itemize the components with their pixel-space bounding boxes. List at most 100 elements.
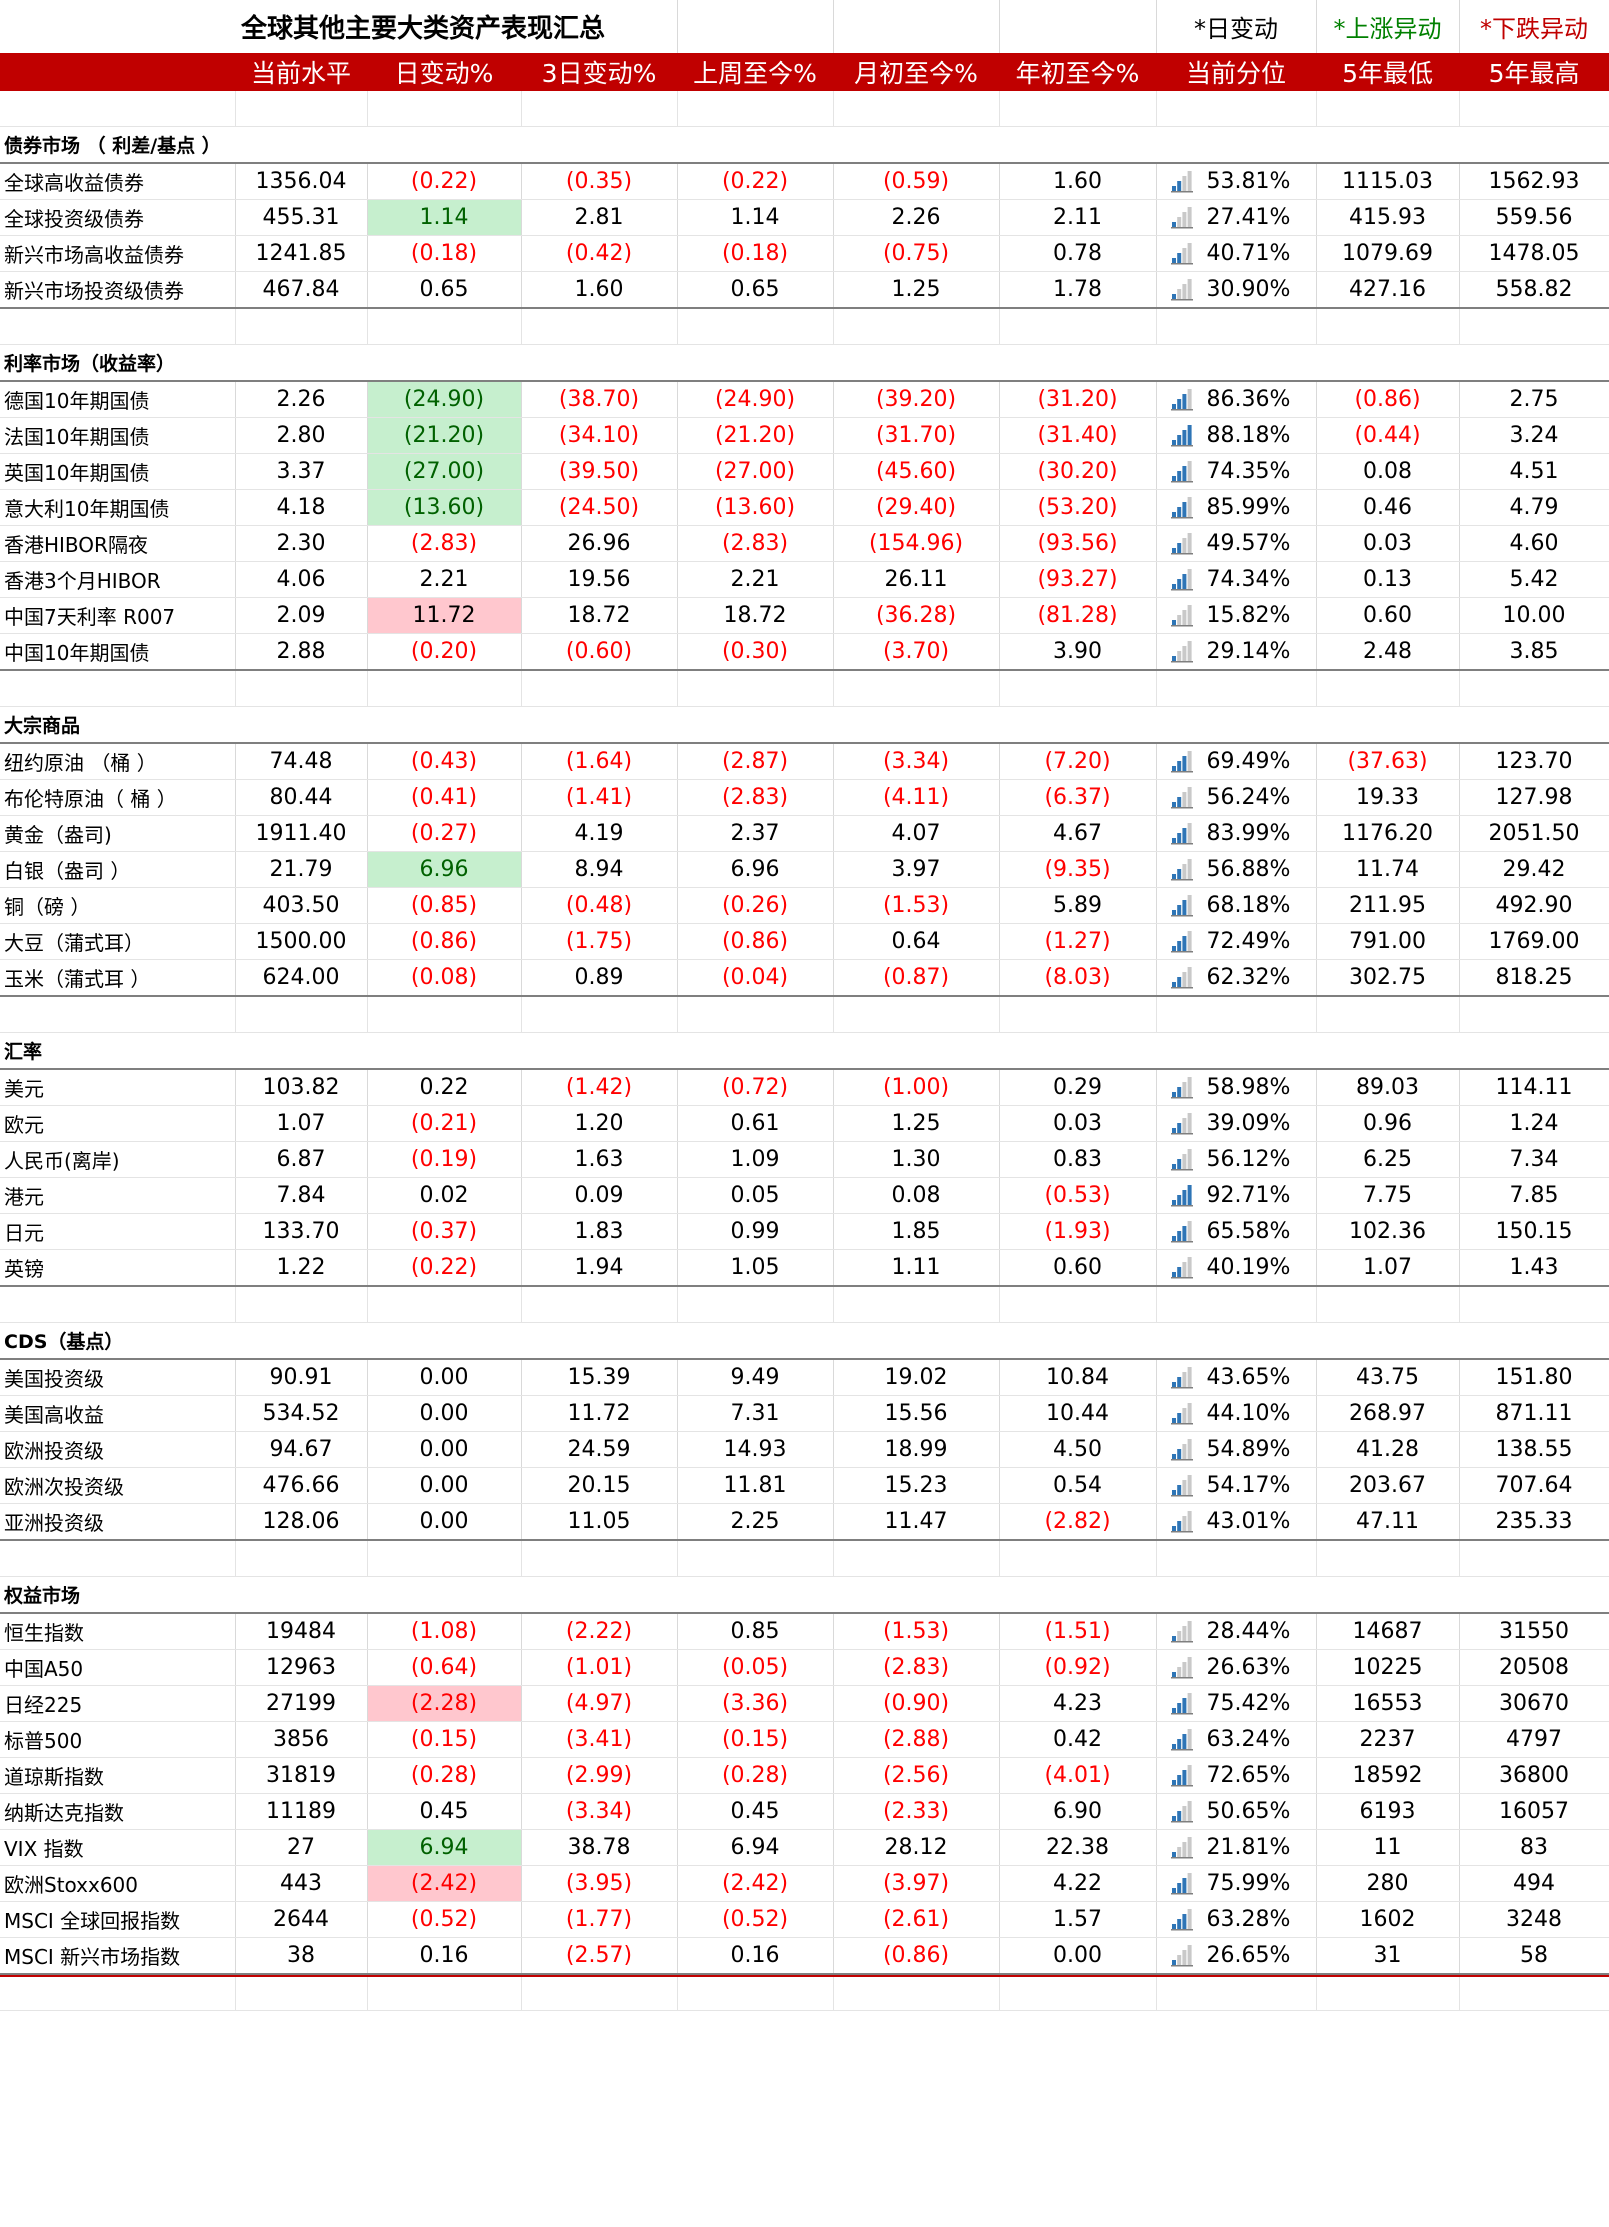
value-cell: 2.75 xyxy=(1459,381,1609,418)
value-cell: 2.21 xyxy=(677,561,834,598)
row-label: 美国高收益 xyxy=(0,1395,236,1432)
table-row: 人民币(离岸) 6.87 (0.19) 1.63 1.09 1.30 0.83 56.12% 6… xyxy=(0,1141,1609,1178)
value-cell: 3.37 xyxy=(235,453,368,490)
value-cell: 83 xyxy=(1459,1829,1609,1866)
row-label: 标普500 xyxy=(0,1721,236,1758)
table-row: 美国投资级 90.91 0.00 15.39 9.49 19.02 10.84 43.65% 4… xyxy=(0,1359,1609,1396)
row-label: 中国7天利率 R007 xyxy=(0,597,236,634)
percentile-cell: 72.65% xyxy=(1156,1757,1317,1794)
value-cell: 268.97 xyxy=(1316,1395,1460,1432)
value-cell: 4.60 xyxy=(1459,525,1609,562)
value-cell: (1.53) xyxy=(833,1613,1000,1650)
row-label: 意大利10年期国债 xyxy=(0,489,236,526)
value-cell: (0.72) xyxy=(677,1069,834,1106)
percentile-bars-icon xyxy=(1170,1872,1193,1894)
value-cell: (0.41) xyxy=(367,779,522,816)
value-cell: (1.00) xyxy=(833,1069,1000,1106)
value-cell: 58 xyxy=(1459,1937,1609,1975)
value-cell: 5.89 xyxy=(999,887,1157,924)
table-row: 恒生指数 19484 (1.08) (2.22) 0.85 (1.53) (1.51) 28.… xyxy=(0,1613,1609,1650)
value-cell: 102.36 xyxy=(1316,1213,1460,1250)
value-cell: 1.11 xyxy=(833,1249,1000,1287)
value-cell: (2.83) xyxy=(367,525,522,562)
value-cell: 8.94 xyxy=(521,851,678,888)
percentile-cell: 74.35% xyxy=(1156,453,1317,490)
percentile-cell: 43.65% xyxy=(1156,1359,1317,1396)
table-row: 欧洲Stoxx600 443 (2.42) (3.95) (2.42) (3.97) 4.2… xyxy=(0,1865,1609,1902)
value-cell: (3.36) xyxy=(677,1685,834,1722)
percentile-cell: 63.24% xyxy=(1156,1721,1317,1758)
value-cell: 0.29 xyxy=(999,1069,1157,1106)
percentile-cell: 50.65% xyxy=(1156,1793,1317,1830)
table-row: 香港3个月HIBOR 4.06 2.21 19.56 2.21 26.11 (93.27) 7… xyxy=(0,561,1609,598)
value-cell: 0.65 xyxy=(367,271,522,309)
table-row: 黄金（盎司) 1911.40 (0.27) 4.19 2.37 4.07 4.67 83.99… xyxy=(0,815,1609,852)
value-cell: 41.28 xyxy=(1316,1431,1460,1468)
value-cell: (2.83) xyxy=(677,779,834,816)
value-cell: 38 xyxy=(235,1937,368,1975)
row-label: 纳斯达克指数 xyxy=(0,1793,236,1830)
value-cell: (1.75) xyxy=(521,923,678,960)
percentile-cell: 83.99% xyxy=(1156,815,1317,852)
spacer-row xyxy=(0,91,1609,127)
value-cell: 0.05 xyxy=(677,1177,834,1214)
value-cell: 203.67 xyxy=(1316,1467,1460,1504)
table-row: 欧元 1.07 (0.21) 1.20 0.61 1.25 0.03 39.09% 0.96 1.… xyxy=(0,1105,1609,1142)
percentile-cell: 75.99% xyxy=(1156,1865,1317,1902)
value-cell: 123.70 xyxy=(1459,743,1609,780)
value-cell: 476.66 xyxy=(235,1467,368,1504)
value-cell: 7.34 xyxy=(1459,1141,1609,1178)
value-cell: 1115.03 xyxy=(1316,163,1460,200)
table-row: 欧洲投资级 94.67 0.00 24.59 14.93 18.99 4.50 54.89% 4… xyxy=(0,1431,1609,1468)
percentile-value: 54.17% xyxy=(1206,1473,1291,1498)
value-cell: 19.56 xyxy=(521,561,678,598)
value-cell: (0.19) xyxy=(367,1141,522,1178)
percentile-bars-icon xyxy=(1170,242,1193,264)
value-cell: (4.01) xyxy=(999,1757,1157,1794)
percentile-cell: 49.57% xyxy=(1156,525,1317,562)
row-label: 布伦特原油（ 桶 ） xyxy=(0,779,236,816)
value-cell: 2.09 xyxy=(235,597,368,634)
value-cell: 15.56 xyxy=(833,1395,1000,1432)
percentile-value: 74.34% xyxy=(1206,567,1291,592)
percentile-value: 56.24% xyxy=(1206,785,1291,810)
value-cell: (30.20) xyxy=(999,453,1157,490)
value-cell: (0.20) xyxy=(367,633,522,671)
value-cell: 24.59 xyxy=(521,1431,678,1468)
value-cell: (2.57) xyxy=(521,1937,678,1975)
percentile-cell: 26.65% xyxy=(1156,1937,1317,1975)
value-cell: 0.42 xyxy=(999,1721,1157,1758)
value-cell: 31550 xyxy=(1459,1613,1609,1650)
value-cell: (13.60) xyxy=(677,489,834,526)
table-row: 新兴市场投资级债券 467.84 0.65 1.60 0.65 1.25 1.78 30.90… xyxy=(0,271,1609,309)
percentile-cell: 88.18% xyxy=(1156,417,1317,454)
value-cell: 1241.85 xyxy=(235,235,368,272)
value-cell: 10225 xyxy=(1316,1649,1460,1686)
value-cell: 1.07 xyxy=(235,1105,368,1142)
percentile-bars-icon xyxy=(1170,786,1193,808)
value-cell: 14687 xyxy=(1316,1613,1460,1650)
value-cell: 4.18 xyxy=(235,489,368,526)
value-cell: 1.60 xyxy=(521,271,678,309)
value-cell: (37.63) xyxy=(1316,743,1460,780)
value-cell: (0.28) xyxy=(677,1757,834,1794)
value-cell: (3.41) xyxy=(521,1721,678,1758)
value-cell: (0.44) xyxy=(1316,417,1460,454)
value-cell: 11.05 xyxy=(521,1503,678,1541)
value-cell: 0.46 xyxy=(1316,489,1460,526)
value-cell: 18.99 xyxy=(833,1431,1000,1468)
value-cell: (0.22) xyxy=(367,163,522,200)
value-cell: 1176.20 xyxy=(1316,815,1460,852)
value-cell: 4.79 xyxy=(1459,489,1609,526)
value-cell: (2.99) xyxy=(521,1757,678,1794)
value-cell: 3.24 xyxy=(1459,417,1609,454)
percentile-bars-icon xyxy=(1170,966,1193,988)
percentile-cell: 86.36% xyxy=(1156,381,1317,418)
percentile-value: 30.90% xyxy=(1206,277,1291,302)
column-header: 日变动% xyxy=(367,53,522,91)
value-cell: (0.64) xyxy=(367,1649,522,1686)
value-cell: 4.07 xyxy=(833,815,1000,852)
percentile-value: 56.88% xyxy=(1206,857,1291,882)
value-cell: 0.64 xyxy=(833,923,1000,960)
percentile-value: 44.10% xyxy=(1206,1401,1291,1426)
